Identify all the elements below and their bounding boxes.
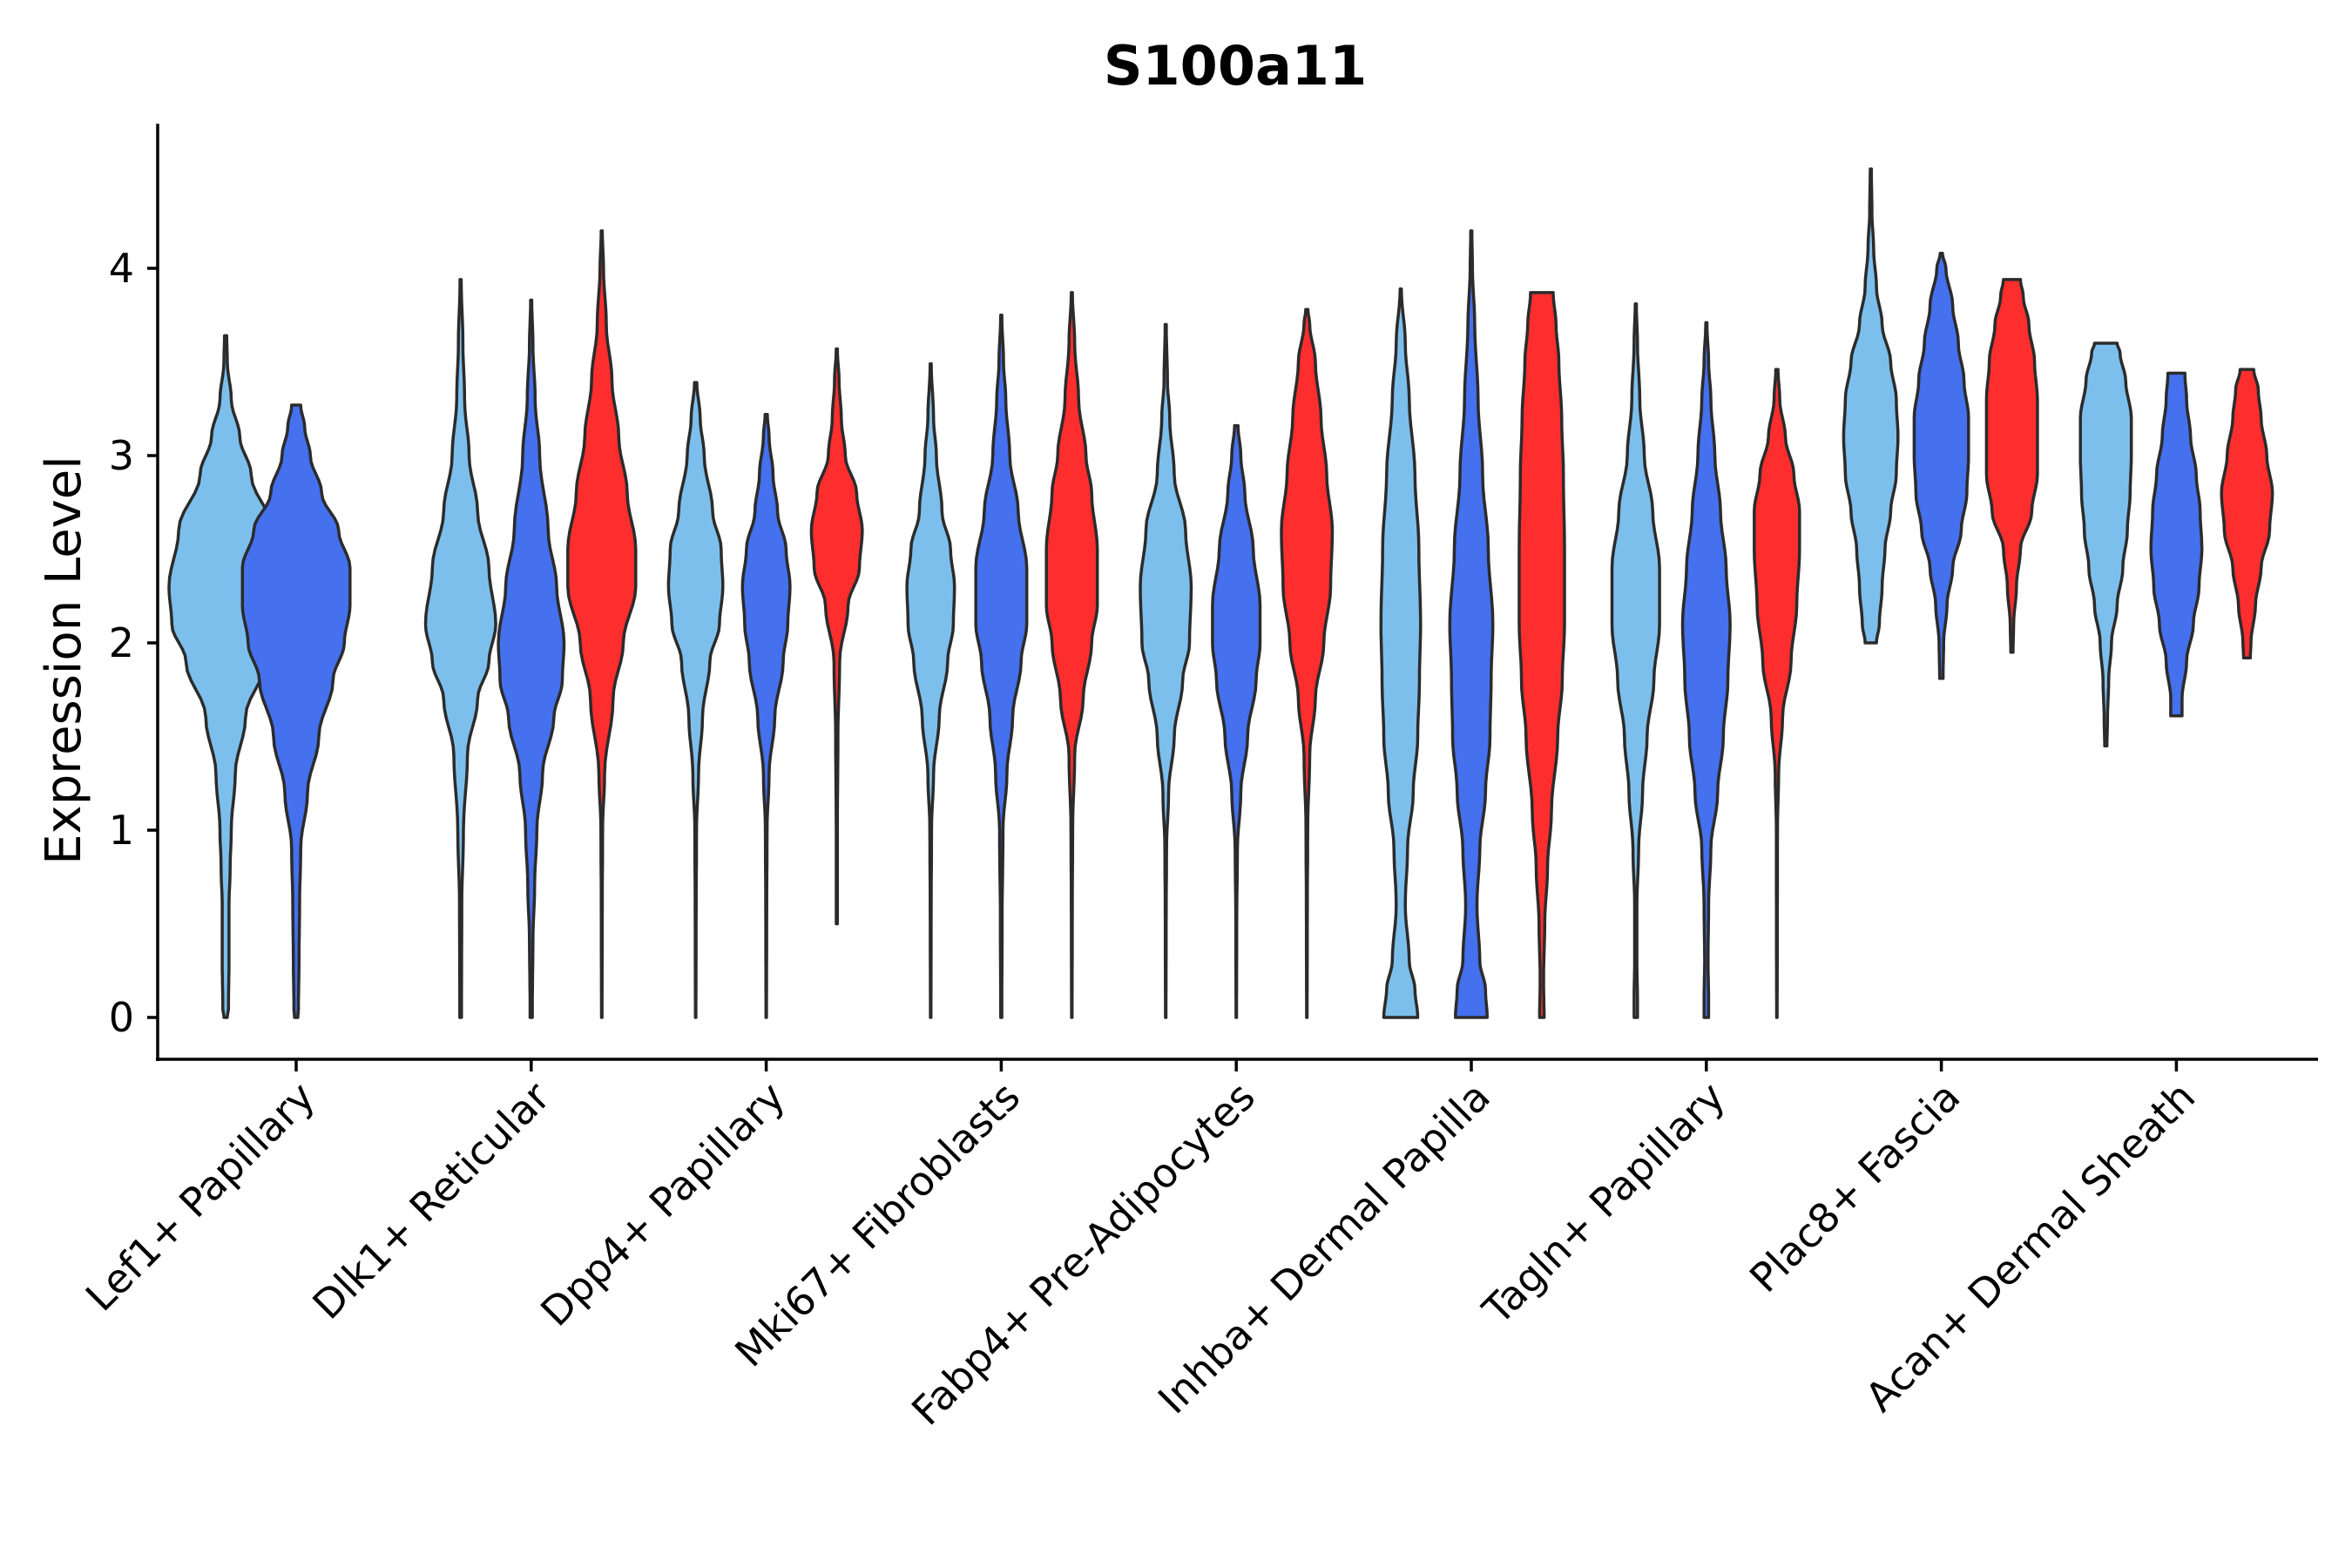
violin-group-1 [1610, 302, 1661, 1019]
violin-group-1 [1379, 287, 1423, 1019]
violin-group-1 [2078, 341, 2133, 748]
violin-group-3 [1280, 308, 1335, 1019]
x-tick-label: Dlk1+ Reticular [303, 1073, 558, 1328]
violin-group-3 [566, 229, 638, 1019]
violin-group-2 [240, 403, 352, 1019]
y-tick-label: 0 [109, 994, 134, 1041]
violin-group-1 [905, 362, 956, 1019]
violin-group-2 [1680, 321, 1732, 1019]
y-tick-label: 1 [109, 807, 134, 854]
violin-group-2 [2149, 371, 2204, 718]
violin-group-2 [740, 412, 792, 1019]
violin-group-1 [666, 381, 725, 1019]
violin-group-3 [1517, 291, 1566, 1019]
violin-group-2 [974, 314, 1029, 1019]
x-tick-label: Plac8+ Fascia [1740, 1073, 1969, 1301]
violin-group-2 [497, 298, 566, 1019]
chart-title: S100a11 [1104, 34, 1367, 98]
violins-group [167, 167, 2274, 1019]
violin-group-2 [1912, 252, 1970, 680]
violin-group-2 [1211, 423, 1262, 1019]
violin-group-1 [167, 334, 284, 1019]
violin-group-3 [809, 347, 864, 926]
violin-group-2 [1448, 229, 1495, 1019]
violin-group-3 [1044, 291, 1099, 1019]
y-ticks-group: 0 1 2 3 4 [109, 245, 158, 1041]
x-tick-label: Dpp4+ Papillary [531, 1073, 794, 1335]
y-tick-label: 4 [109, 245, 134, 292]
violin-group-1 [1842, 167, 1900, 645]
y-axis-label: Expression Level [36, 456, 92, 865]
y-tick-label: 2 [109, 619, 134, 666]
violin-group-3 [1984, 278, 2039, 654]
violin-group-3 [1753, 368, 1801, 1019]
violin-group-1 [1139, 322, 1193, 1019]
x-tick-label: Tagln+ Papillary [1473, 1073, 1734, 1335]
violin-group-3 [2220, 368, 2274, 659]
y-tick-label: 3 [109, 432, 134, 479]
x-tick-label: Lef1+ Papillary [77, 1073, 324, 1321]
violin-group-1 [423, 278, 497, 1019]
